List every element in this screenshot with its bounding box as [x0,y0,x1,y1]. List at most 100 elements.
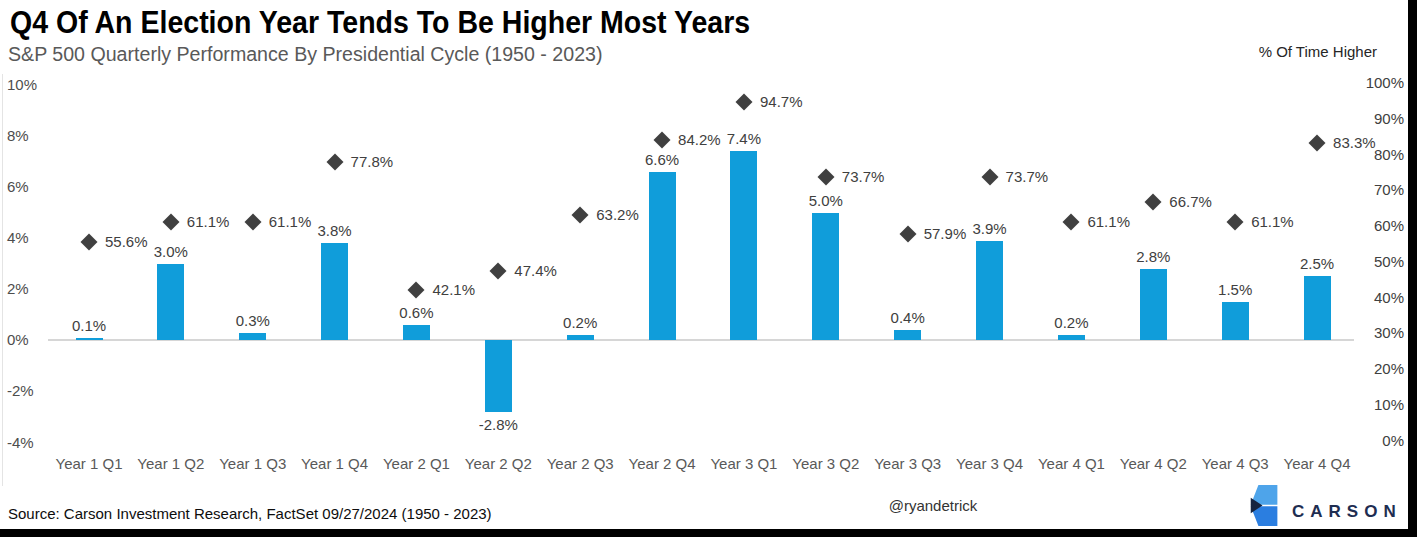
diamond-marker [1145,194,1162,211]
diamond-marker [408,282,425,299]
left-axis-tick-label: 10% [7,77,37,93]
right-axis-tick-label: 10% [1358,397,1404,413]
diamond-marker [981,169,998,186]
right-axis-tick-label: 60% [1358,218,1404,234]
right-axis-title: % Of Time Higher [1259,43,1377,60]
category-label: Year 1 Q1 [46,455,132,472]
diamond-value-label: 77.8% [351,153,394,171]
diamond-value-label: 61.1% [1251,213,1294,231]
diamond-marker [735,94,752,111]
category-label: Year 2 Q2 [455,455,541,472]
bar [1058,335,1085,340]
right-axis-tick-label: 40% [1358,290,1404,306]
category-label: Year 3 Q3 [865,455,951,472]
category-label: Year 1 Q4 [292,455,378,472]
diamond-value-label: 63.2% [596,206,639,224]
bar-value-label: 5.0% [790,192,862,210]
diamond-marker [654,131,671,148]
bar-value-label: 1.5% [1199,281,1271,299]
diamond-marker [1063,214,1080,231]
diamond-marker [1309,134,1326,151]
bar-value-label: 0.6% [380,304,452,322]
diamond-marker [326,154,343,171]
right-axis-tick-label: 50% [1358,254,1404,270]
bar [730,151,757,340]
category-label: Year 2 Q4 [619,455,705,472]
bar-value-label: 3.0% [135,243,207,261]
bottom-black-bar [0,529,1417,537]
category-label: Year 3 Q2 [783,455,869,472]
twitter-handle: @ryandetrick [877,497,989,514]
right-axis-tick-label: 0% [1358,433,1404,449]
bar [894,330,921,340]
diamond-value-label: 83.3% [1333,134,1376,152]
diamond-marker [899,225,916,242]
bar-value-label: 2.5% [1281,255,1353,273]
right-black-bar [1408,0,1417,537]
bar-value-label: 0.2% [1035,314,1107,332]
category-label: Year 4 Q4 [1274,455,1360,472]
source-text: Source: Carson Investment Research, Fact… [8,505,492,522]
plot-left-border [2,74,3,486]
bar-value-label: -2.8% [462,416,534,434]
chart-subtitle: S&P 500 Quarterly Performance By Preside… [8,43,602,66]
diamond-marker [244,214,261,231]
carson-logo: CARSON [1246,485,1416,531]
left-axis-tick-label: 6% [7,179,29,195]
right-axis-tick-label: 100% [1358,75,1404,91]
bar [321,243,348,340]
bar-value-label: 0.1% [53,317,125,335]
bar-value-label: 0.4% [872,309,944,327]
right-axis-tick-label: 90% [1358,111,1404,127]
category-label: Year 2 Q3 [537,455,623,472]
bar [403,325,430,340]
category-label: Year 3 Q1 [701,455,787,472]
left-axis-tick-label: -2% [7,383,34,399]
bar-value-label: 3.8% [299,222,371,240]
category-label: Year 1 Q2 [128,455,214,472]
diamond-marker [162,214,179,231]
bar [157,264,184,341]
diamond-value-label: 61.1% [187,213,230,231]
bar [485,340,512,412]
diamond-value-label: 61.1% [1087,213,1130,231]
category-label: Year 1 Q3 [210,455,296,472]
bar [649,172,676,341]
left-axis-tick-label: 0% [7,332,29,348]
diamond-marker [81,233,98,250]
bar [812,213,839,341]
diamond-marker [1227,214,1244,231]
bar [76,338,103,341]
diamond-value-label: 94.7% [760,93,803,111]
left-axis-tick-label: 2% [7,281,29,297]
bar [1304,276,1331,340]
category-label: Year 4 Q3 [1192,455,1278,472]
diamond-value-label: 42.1% [432,281,475,299]
left-axis-tick-label: 8% [7,128,29,144]
left-axis-tick-label: -4% [7,435,34,451]
bar [567,335,594,340]
bar-value-label: 3.9% [954,220,1026,238]
diamond-value-label: 73.7% [842,168,885,186]
carson-logo-mark [1246,485,1278,526]
right-axis-tick-label: 20% [1358,361,1404,377]
bar-value-label: 2.8% [1117,248,1189,266]
bar-value-label: 6.6% [626,151,698,169]
category-label: Year 2 Q1 [373,455,459,472]
diamond-value-label: 66.7% [1169,193,1212,211]
bar-value-label: 7.4% [708,130,780,148]
bar [1140,269,1167,341]
diamond-marker [572,206,589,223]
right-axis-tick-label: 70% [1358,182,1404,198]
bar [976,241,1003,341]
left-axis-tick-label: 4% [7,230,29,246]
bar [1222,302,1249,340]
chart-title: Q4 Of An Election Year Tends To Be Highe… [10,5,750,41]
diamond-value-label: 47.4% [514,262,557,280]
right-axis-tick-label: 30% [1358,325,1404,341]
bar [239,333,266,341]
bar-value-label: 0.3% [217,312,289,330]
category-label: Year 4 Q1 [1028,455,1114,472]
category-label: Year 4 Q2 [1110,455,1196,472]
diamond-marker [490,263,507,280]
